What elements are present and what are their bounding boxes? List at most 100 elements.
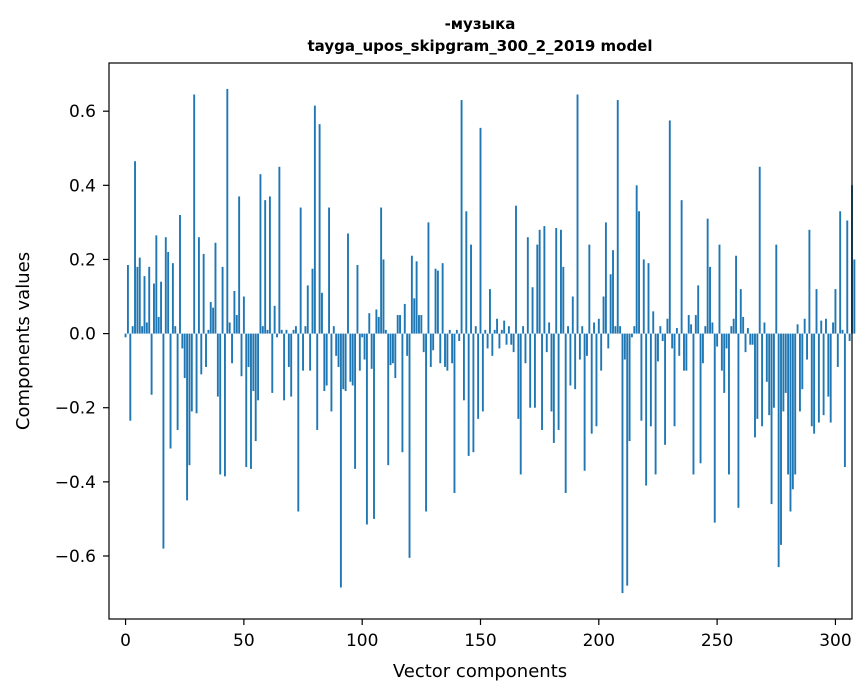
bar [141,326,144,334]
bar [638,211,640,334]
bar [770,333,773,505]
x-tick-label: 100 [346,631,378,651]
bar [148,266,151,334]
bar [491,333,494,356]
bar [515,205,517,334]
bar [569,333,572,386]
bar [460,100,463,334]
bar [716,333,719,347]
bar [477,333,480,419]
bar [836,333,839,367]
bar [576,94,579,334]
bar [777,333,780,568]
bar [444,333,446,367]
bar [737,333,740,508]
bar [259,174,262,334]
x-tick-label: 200 [583,631,615,651]
y-tick-label: −0.6 [55,547,96,567]
bar [749,333,752,345]
bar [439,333,442,364]
bar [162,333,165,549]
bar [302,333,304,371]
bar [266,329,269,334]
bar [143,276,146,334]
bar [803,318,806,334]
bar [822,333,825,416]
bar [134,161,136,334]
bar [619,326,622,334]
bar [829,333,832,423]
x-tick-label: 50 [233,631,255,651]
x-tick-label: 250 [701,631,733,651]
bar [602,296,605,334]
bar [538,229,541,334]
bar [410,255,413,334]
bar [150,333,153,395]
bar [205,333,207,367]
bar [311,268,314,334]
bar [153,283,155,334]
bar [846,220,849,334]
bar [356,265,359,334]
bar [219,333,222,475]
bar [839,211,842,334]
bar [604,222,607,334]
bar [290,333,293,397]
bar [145,322,148,334]
bar [522,326,525,334]
bar [586,333,588,356]
bar [422,333,425,353]
bar [590,333,593,434]
bar [704,326,707,334]
bar [616,100,619,334]
bar [574,333,577,390]
bar [739,289,742,334]
bar [543,226,546,334]
y-tick-label: 0.2 [69,250,96,270]
bar [126,265,129,334]
bar [597,318,600,334]
bar [725,333,728,349]
bar [709,266,711,334]
bar [380,207,383,334]
bar [335,333,338,356]
bar [323,333,326,392]
y-tick-label: −0.2 [55,399,96,419]
bar [245,333,248,468]
bar [758,166,761,334]
bar [212,307,215,334]
bar [268,196,271,334]
bar [657,333,659,362]
bar [160,281,162,334]
bar [432,333,435,351]
bar [815,289,818,334]
bar [188,333,191,466]
bar [197,237,200,334]
x-tick-label: 300 [819,631,851,651]
bar [195,333,198,414]
bar [425,333,428,512]
bar [313,105,316,334]
bar [768,333,771,416]
bar [645,333,648,486]
bar [252,333,255,392]
bar [427,222,430,334]
bar [342,333,345,390]
bar [235,315,238,334]
bar [420,315,423,334]
bar [614,326,617,334]
bar [481,333,484,412]
bar [484,329,487,334]
bar [278,166,281,334]
bar [169,333,172,449]
bar [813,333,816,434]
bar [825,318,827,334]
bar [472,333,475,453]
bar [635,185,638,334]
bar [231,333,233,364]
bar [297,333,300,512]
bar [257,333,260,401]
bar [299,207,302,334]
bar [157,316,160,334]
